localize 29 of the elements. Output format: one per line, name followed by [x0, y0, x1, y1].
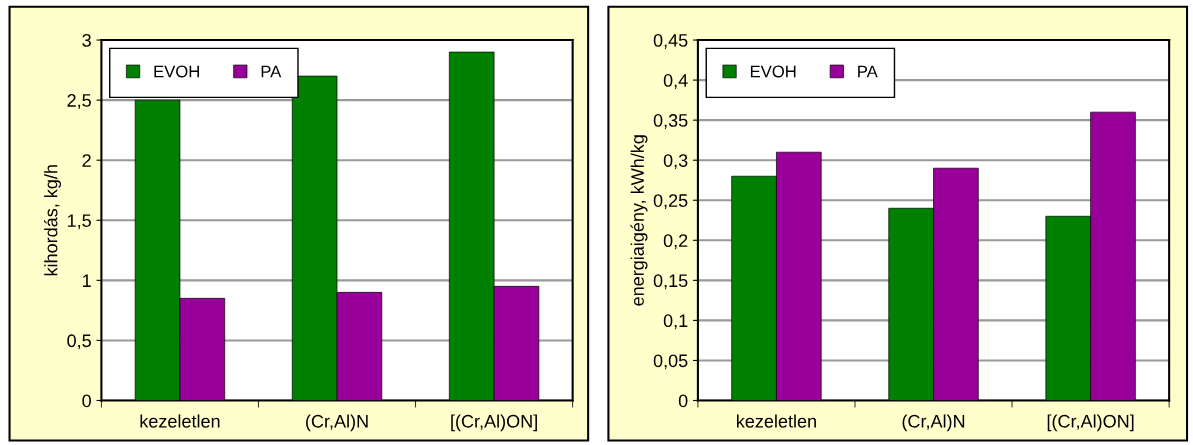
- y-tick-label: 0,45: [653, 33, 688, 49]
- y-tick-label: 0,35: [653, 114, 688, 129]
- x-tick-label: [(Cr,Al)ON]: [451, 414, 537, 432]
- y-tick-label: 2,5: [67, 94, 91, 109]
- legend-label: EVOH: [154, 65, 199, 78]
- x-tick-label: (Cr,Al)N: [306, 414, 368, 432]
- x-tick-label: (Cr,Al)N: [902, 414, 965, 432]
- y-tick-label: 2: [82, 154, 91, 167]
- x-tick-label: [(Cr,Al)ON]: [1047, 414, 1134, 432]
- legend-label: PA: [858, 65, 878, 78]
- y-tick-label: 0,2: [663, 234, 688, 250]
- legend-label: PA: [261, 65, 282, 78]
- x-tick-label: kezeletlen: [140, 414, 220, 428]
- y-axis-title: kihordás, kg/h: [43, 165, 62, 276]
- y-tick-label: 3: [82, 33, 91, 47]
- y-tick-label: 0: [678, 394, 688, 408]
- y-tick-label: 0,1: [663, 314, 688, 330]
- y-tick-label: 0,4: [663, 74, 688, 89]
- legend-label: EVOH: [750, 65, 796, 78]
- y-tick-label: 0,05: [653, 354, 688, 370]
- y-tick-label: 0,5: [67, 334, 91, 350]
- y-tick-label: 0: [82, 394, 91, 408]
- x-tick-label: kezeletlen: [737, 414, 816, 428]
- y-axis-title: energiaigény, kWh/kg: [630, 135, 648, 306]
- y-tick-label: 1,5: [67, 214, 91, 230]
- y-tick-label: 1: [83, 274, 91, 287]
- y-tick-label: 0,15: [653, 274, 688, 290]
- y-tick-label: 0,3: [663, 154, 688, 170]
- y-tick-label: 0,25: [653, 194, 688, 210]
